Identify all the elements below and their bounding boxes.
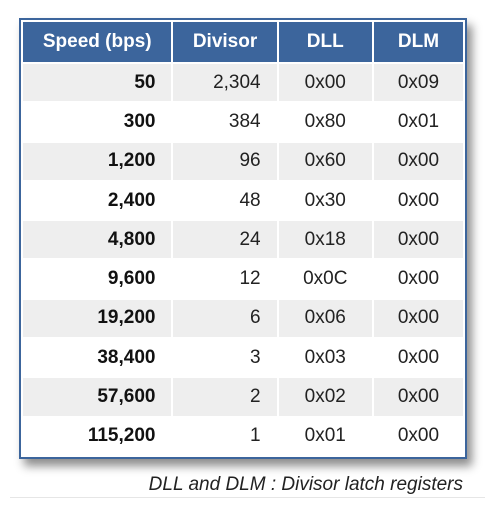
header-dll: DLL bbox=[278, 22, 372, 62]
cell-dll: 0x18 bbox=[278, 221, 372, 259]
header-divisor: Divisor bbox=[173, 22, 277, 62]
cell-divisor: 6 bbox=[173, 299, 277, 338]
divisor-table-frame: Speed (bps) Divisor DLL DLM 50 2,304 0x0… bbox=[19, 18, 467, 459]
table-row: 38,400 3 0x03 0x00 bbox=[23, 339, 463, 377]
cell-dll: 0x60 bbox=[278, 142, 372, 180]
cell-dll: 0x80 bbox=[278, 103, 372, 141]
cell-dll: 0x30 bbox=[278, 181, 372, 220]
table-row: 1,200 96 0x60 0x00 bbox=[23, 142, 463, 180]
cell-divisor: 2 bbox=[173, 378, 277, 416]
cell-divisor: 12 bbox=[173, 260, 277, 298]
cell-speed: 2,400 bbox=[23, 181, 172, 220]
cell-dll: 0x0C bbox=[278, 260, 372, 298]
table-header-row: Speed (bps) Divisor DLL DLM bbox=[23, 22, 463, 62]
cell-dll: 0x01 bbox=[278, 417, 372, 455]
cell-speed: 38,400 bbox=[23, 339, 172, 377]
header-speed: Speed (bps) bbox=[23, 22, 172, 62]
cell-divisor: 2,304 bbox=[173, 64, 277, 102]
cell-divisor: 1 bbox=[173, 417, 277, 455]
cell-dlm: 0x00 bbox=[373, 181, 463, 220]
cell-dlm: 0x01 bbox=[373, 103, 463, 141]
table-caption: DLL and DLM : Divisor latch registers bbox=[148, 474, 463, 495]
cell-divisor: 24 bbox=[173, 221, 277, 259]
cell-dlm: 0x00 bbox=[373, 339, 463, 377]
cell-dlm: 0x09 bbox=[373, 64, 463, 102]
cell-speed: 115,200 bbox=[23, 417, 172, 455]
cell-speed: 4,800 bbox=[23, 221, 172, 259]
divisor-table: Speed (bps) Divisor DLL DLM 50 2,304 0x0… bbox=[21, 20, 465, 457]
cell-divisor: 384 bbox=[173, 103, 277, 141]
cell-dll: 0x06 bbox=[278, 299, 372, 338]
header-dlm: DLM bbox=[373, 22, 463, 62]
cell-dll: 0x03 bbox=[278, 339, 372, 377]
cell-dlm: 0x00 bbox=[373, 260, 463, 298]
table-row: 19,200 6 0x06 0x00 bbox=[23, 299, 463, 338]
cell-divisor: 3 bbox=[173, 339, 277, 377]
caption-divider bbox=[10, 497, 485, 498]
cell-dll: 0x02 bbox=[278, 378, 372, 416]
cell-divisor: 96 bbox=[173, 142, 277, 180]
table-row: 115,200 1 0x01 0x00 bbox=[23, 417, 463, 455]
cell-divisor: 48 bbox=[173, 181, 277, 220]
cell-speed: 50 bbox=[23, 64, 172, 102]
cell-dll: 0x00 bbox=[278, 64, 372, 102]
cell-speed: 9,600 bbox=[23, 260, 172, 298]
table-row: 2,400 48 0x30 0x00 bbox=[23, 181, 463, 220]
table-row: 300 384 0x80 0x01 bbox=[23, 103, 463, 141]
cell-speed: 57,600 bbox=[23, 378, 172, 416]
cell-speed: 300 bbox=[23, 103, 172, 141]
cell-dlm: 0x00 bbox=[373, 378, 463, 416]
cell-dlm: 0x00 bbox=[373, 417, 463, 455]
cell-dlm: 0x00 bbox=[373, 142, 463, 180]
table-row: 57,600 2 0x02 0x00 bbox=[23, 378, 463, 416]
table-row: 4,800 24 0x18 0x00 bbox=[23, 221, 463, 259]
cell-speed: 1,200 bbox=[23, 142, 172, 180]
table-row: 9,600 12 0x0C 0x00 bbox=[23, 260, 463, 298]
cell-dlm: 0x00 bbox=[373, 221, 463, 259]
table-row: 50 2,304 0x00 0x09 bbox=[23, 64, 463, 102]
cell-dlm: 0x00 bbox=[373, 299, 463, 338]
cell-speed: 19,200 bbox=[23, 299, 172, 338]
